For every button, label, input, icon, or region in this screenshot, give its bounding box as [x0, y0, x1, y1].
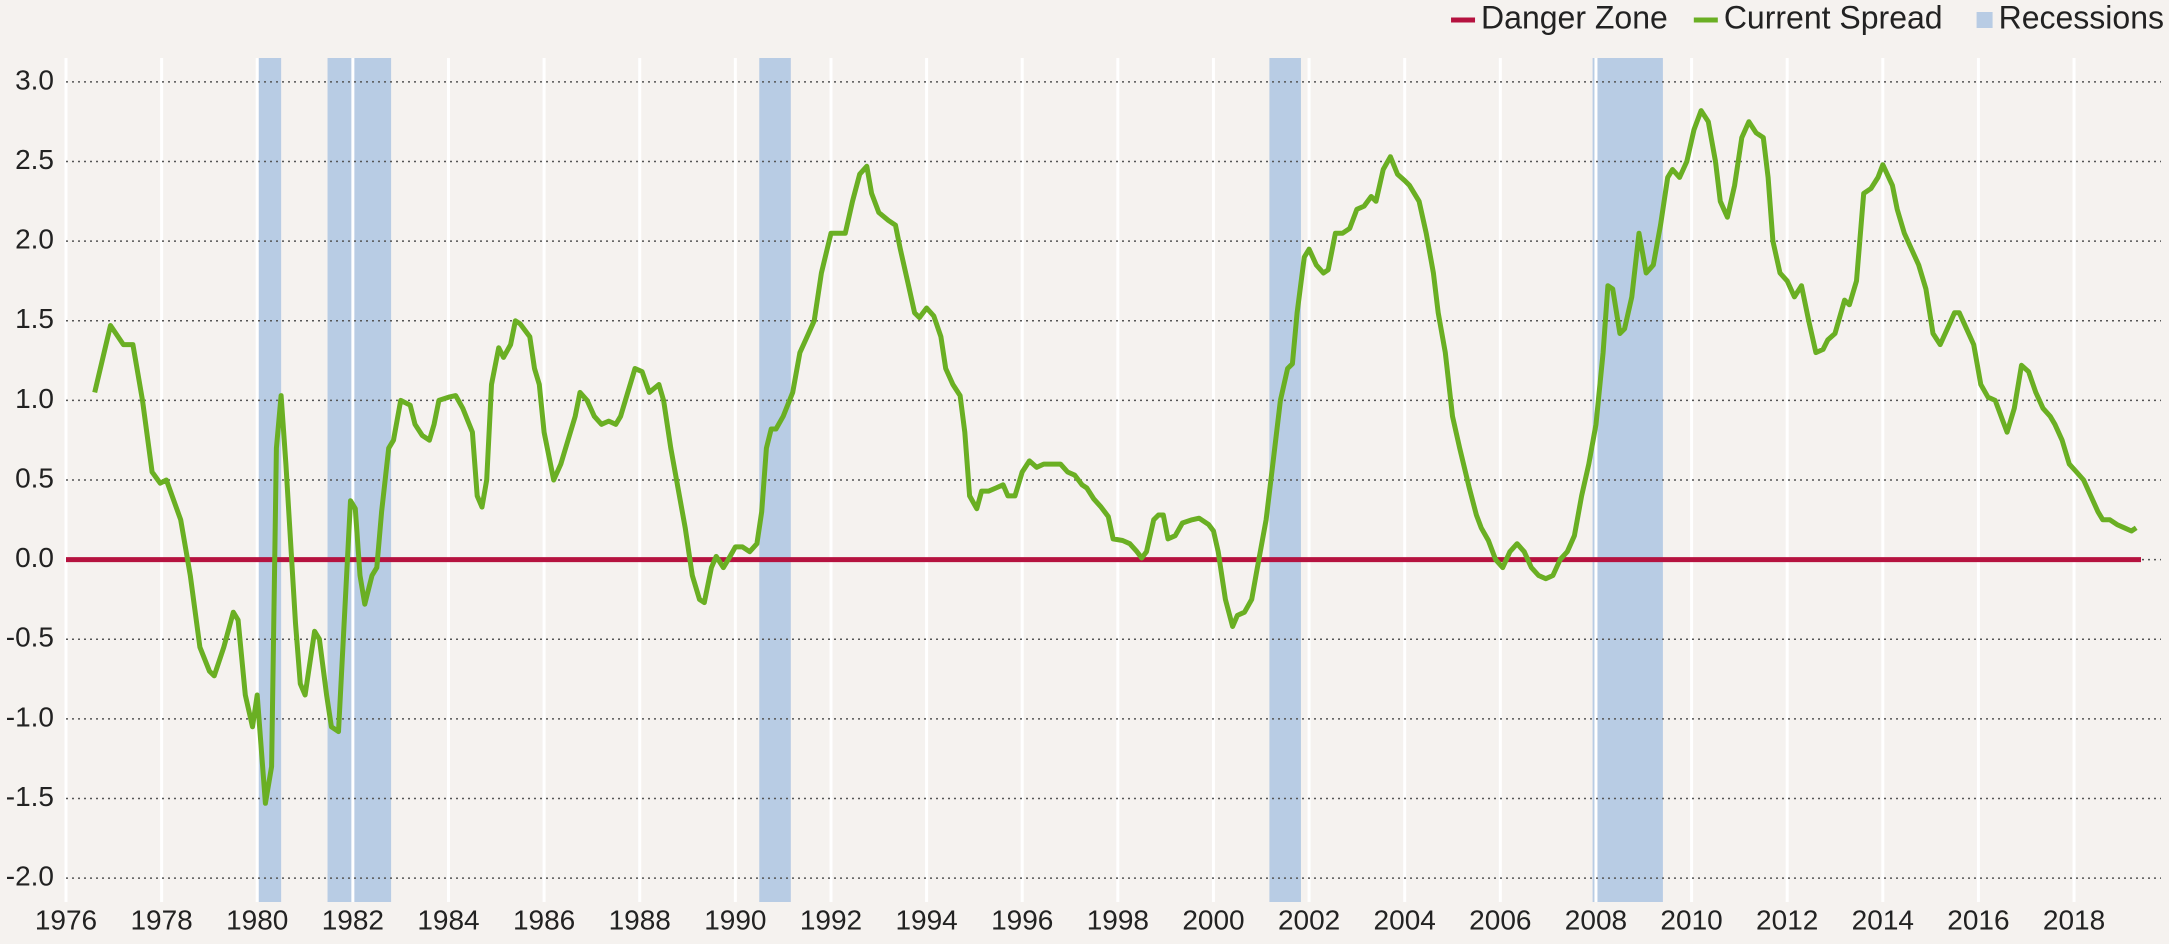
x-tick-label: 2004 — [1374, 904, 1436, 935]
x-tick-label: 1986 — [513, 904, 575, 935]
x-tick-label: 1976 — [35, 904, 97, 935]
x-tick-label: 1992 — [800, 904, 862, 935]
x-tick-label: 2010 — [1660, 904, 1722, 935]
x-tick-label: 1994 — [895, 904, 957, 935]
x-tick-label: 2006 — [1469, 904, 1531, 935]
y-tick-label: 3.0 — [15, 64, 54, 95]
y-tick-label: 2.0 — [15, 224, 54, 255]
x-tick-label: 2000 — [1182, 904, 1244, 935]
spread-line — [92, 108, 2138, 806]
x-tick-label: 1990 — [704, 904, 766, 935]
x-tick-label: 2018 — [2043, 904, 2105, 935]
y-tick-label: 0.0 — [15, 542, 54, 573]
x-tick-label: 1982 — [322, 904, 384, 935]
x-tick-label: 2014 — [1852, 904, 1914, 935]
y-tick-label: -0.5 — [6, 622, 54, 653]
x-tick-label: 2016 — [1947, 904, 2009, 935]
x-tick-label: 2012 — [1756, 904, 1818, 935]
x-tick-label: 2008 — [1565, 904, 1627, 935]
y-tick-label: -1.0 — [6, 701, 54, 732]
legend-swatch — [1976, 12, 1993, 28]
x-tick-label: 1984 — [417, 904, 479, 935]
y-tick-label: 2.5 — [15, 144, 54, 175]
legend-label: Danger Zone — [1481, 0, 1668, 35]
x-tick-label: 1978 — [130, 904, 192, 935]
y-tick-label: 1.0 — [15, 383, 54, 414]
legend-label: Current Spread — [1724, 0, 1943, 35]
x-tick-label: 1980 — [226, 904, 288, 935]
x-tick-label: 1998 — [1087, 904, 1149, 935]
x-tick-label: 1988 — [609, 904, 671, 935]
y-tick-label: 0.5 — [15, 462, 54, 493]
y-tick-label: 1.5 — [15, 303, 54, 334]
x-tick-label: 1996 — [991, 904, 1053, 935]
x-tick-label: 2002 — [1278, 904, 1340, 935]
recession-band — [327, 58, 392, 902]
y-tick-label: -2.0 — [6, 861, 54, 892]
legend-label: Recessions — [1999, 0, 2164, 35]
y-tick-label: -1.5 — [6, 781, 54, 812]
